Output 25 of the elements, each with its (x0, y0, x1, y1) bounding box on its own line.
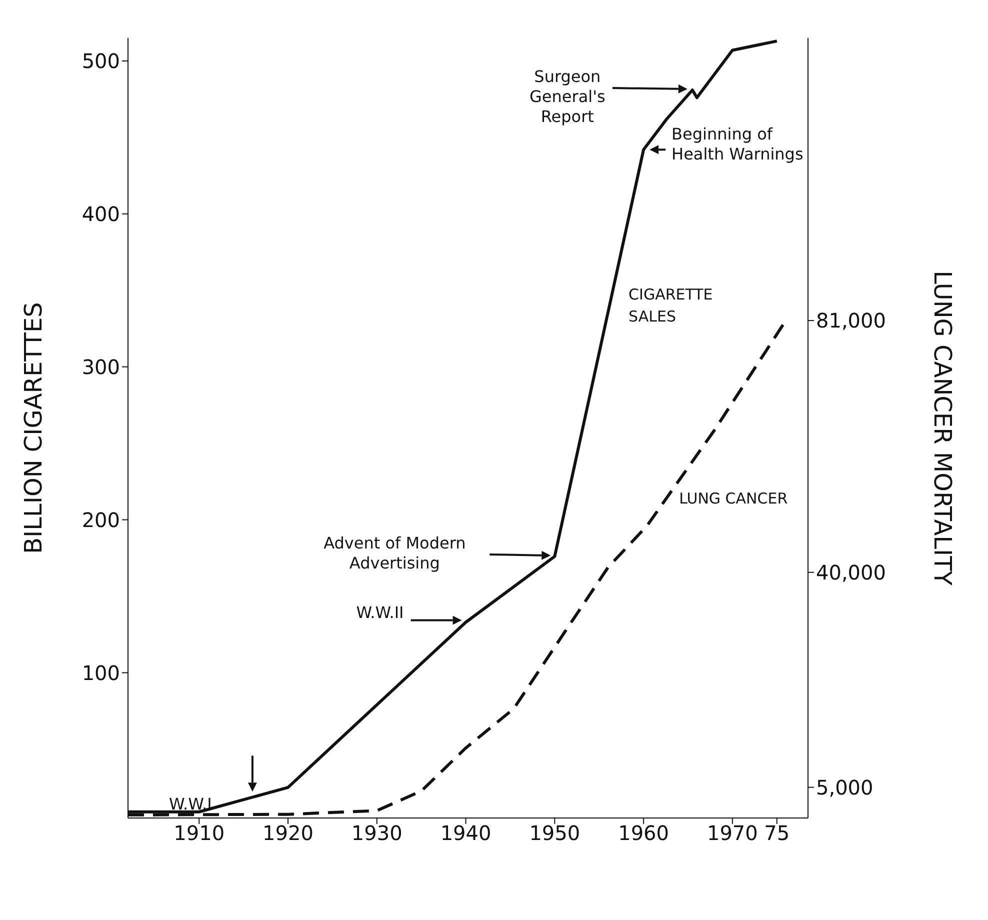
x-tick-label: 1940 (440, 821, 492, 846)
series-label: LUNG CANCER (679, 490, 788, 508)
annotation: Surgeon General's Report (530, 67, 606, 126)
annotation: W.W.I (169, 794, 212, 814)
x-tick-label: 1920 (262, 821, 314, 846)
y2-tick-label: 5,000 (816, 775, 874, 800)
x-tick-label: 1910 (174, 821, 225, 846)
x-tick-label: 75 (764, 821, 790, 846)
y-tick-label: 300 (82, 354, 120, 379)
y2-tick-label: 81,000 (816, 308, 886, 333)
annotation: W.W.II (356, 603, 404, 622)
annotation: Advent of Modern Advertising (324, 533, 466, 572)
series-label: CIGARETTE SALES (628, 286, 713, 326)
y-axis-title: BILLION CIGARETTES (20, 302, 48, 554)
x-tick-label: 1970 (706, 821, 758, 846)
y2-axis-title: LUNG CANCER MORTALITY (928, 270, 956, 586)
x-tick-label: 1960 (618, 821, 670, 846)
y2-tick-label: 40,000 (816, 560, 886, 584)
y-tick-label: 200 (82, 508, 120, 532)
x-tick-label: 1930 (351, 821, 402, 846)
y-tick-label: 100 (82, 660, 120, 685)
y-tick-label: 500 (82, 49, 120, 74)
y-tick-label: 400 (82, 202, 120, 226)
x-tick-label: 1950 (529, 821, 580, 846)
annotation: Beginning of Health Warnings (672, 124, 804, 164)
